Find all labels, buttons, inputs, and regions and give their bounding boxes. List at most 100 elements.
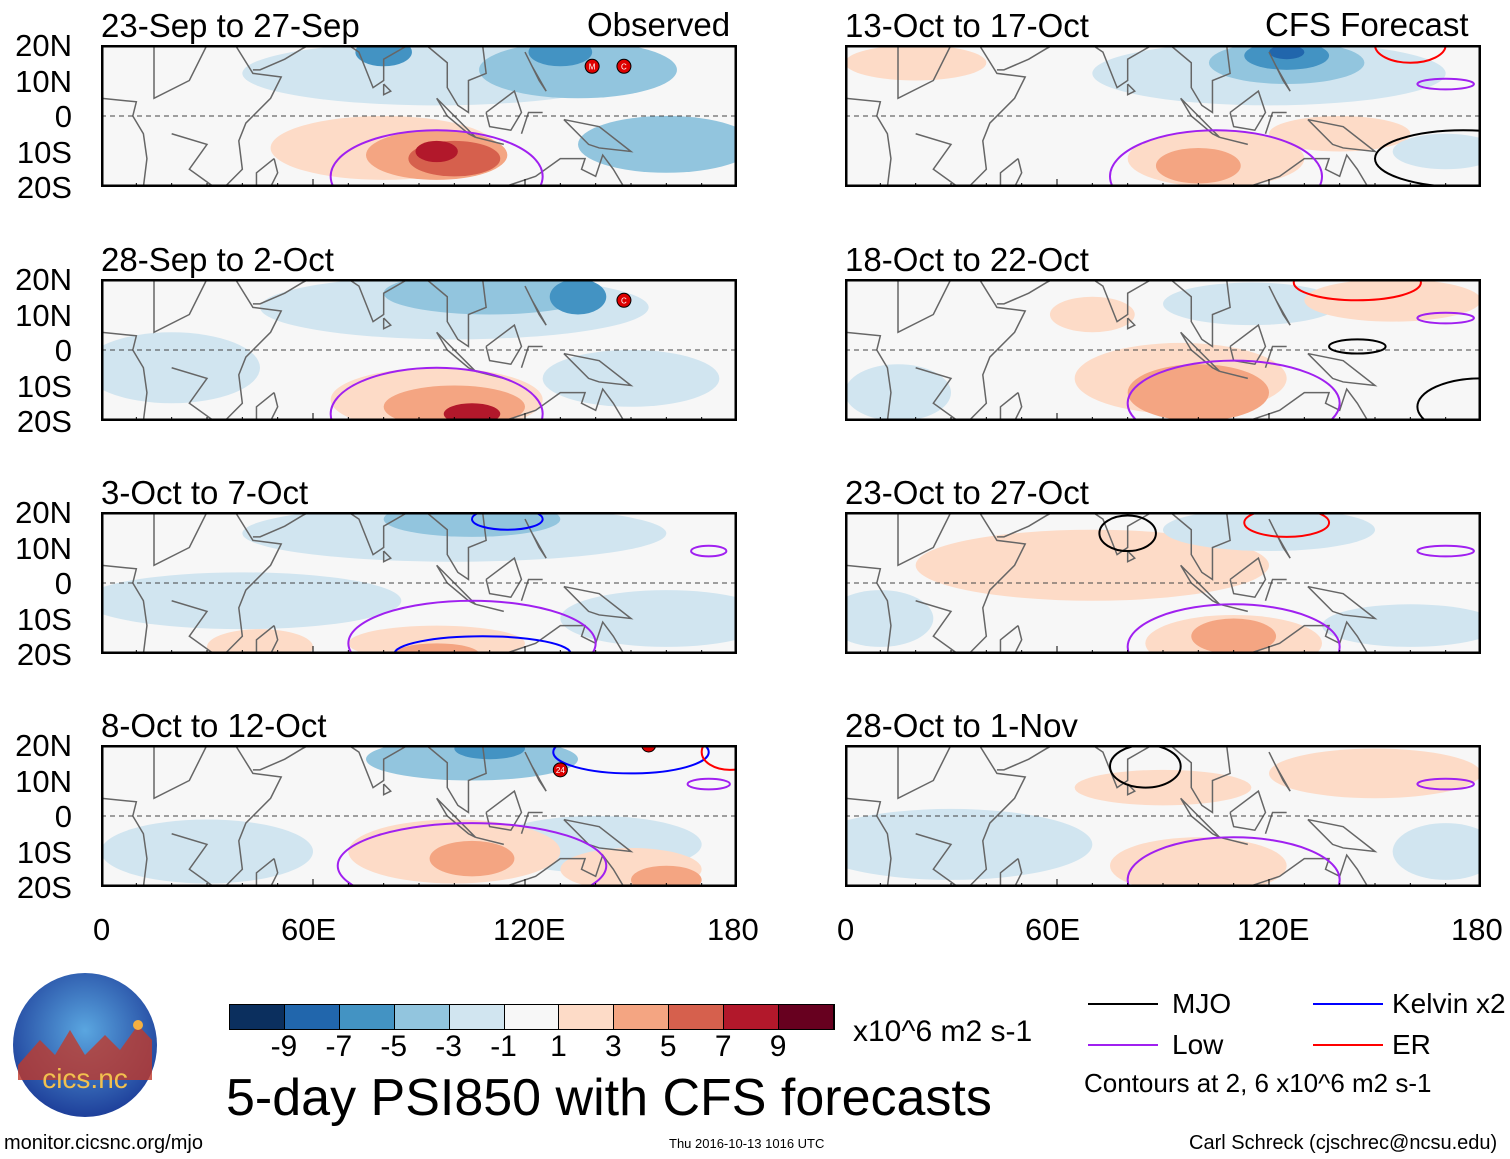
- coastline: [382, 783, 392, 796]
- coastline: [1264, 578, 1287, 601]
- anomaly-region: [845, 364, 951, 421]
- coastline: [224, 279, 283, 421]
- source-url[interactable]: monitor.cicsnc.org/mjo: [4, 1132, 203, 1154]
- anomaly-region: [578, 116, 737, 173]
- coastline: [1091, 45, 1153, 89]
- lat-tick-label: 10S: [16, 601, 72, 637]
- svg-text:C: C: [621, 296, 627, 305]
- colorbar-tick: 3: [605, 1030, 622, 1063]
- anomaly-region: [101, 572, 402, 630]
- anomaly-region: [1163, 512, 1375, 552]
- coastline: [563, 585, 634, 620]
- coastline: [1180, 97, 1221, 138]
- coastline: [436, 97, 477, 138]
- colorbar-tick: -5: [380, 1030, 408, 1063]
- lat-tick-label: 10N: [15, 297, 72, 333]
- coastline: [1307, 352, 1378, 387]
- coastline: [153, 279, 208, 334]
- lon-tick-label: 120E: [493, 912, 566, 947]
- coastline: [224, 512, 283, 654]
- lon-tick-label: 60E: [1025, 912, 1081, 947]
- coastline: [153, 512, 208, 567]
- coastline: [1268, 751, 1291, 792]
- anomaly-region: [528, 45, 593, 67]
- anomaly-region: [1110, 837, 1287, 887]
- lat-tick-label: 10N: [15, 63, 72, 99]
- contour-er: [1374, 45, 1447, 64]
- colorbar-tick: 5: [659, 1030, 677, 1063]
- coastline: [224, 745, 283, 887]
- contour-note: Contours at 2, 6 x10^6 m2 s-1: [1084, 1068, 1432, 1098]
- coastline: [520, 111, 543, 134]
- colorbar-swatch: [284, 1005, 340, 1029]
- coastline: [915, 833, 959, 887]
- anomaly-region: [207, 629, 313, 654]
- coastline: [1126, 83, 1136, 96]
- coastline: [968, 279, 1027, 421]
- colorbar-tick: -3: [435, 1030, 462, 1063]
- anomaly-region: [1074, 769, 1252, 806]
- coastline: [347, 279, 409, 323]
- coastline: [425, 745, 487, 814]
- coastline: [845, 797, 892, 887]
- coastline: [1091, 745, 1153, 789]
- coastline: [1229, 323, 1267, 366]
- coastline: [915, 133, 959, 187]
- contour-low: [1126, 603, 1341, 654]
- legend-kelvin: Kelvin x2: [1392, 988, 1506, 1019]
- coastline: [520, 345, 543, 368]
- coastline: [1180, 797, 1221, 838]
- svg-text:24: 24: [556, 766, 565, 775]
- panel-title: 23-Sep to 27-Sep: [101, 7, 360, 44]
- coastline: [1126, 317, 1136, 330]
- coastline: [425, 279, 487, 348]
- coastline: [1169, 279, 1231, 348]
- anomaly-region: [845, 45, 987, 81]
- legend-low: Low: [1172, 1029, 1224, 1060]
- colorbar: [229, 1004, 835, 1030]
- lat-tick-label: 20S: [16, 170, 72, 205]
- coastline: [101, 97, 148, 187]
- contour-mjo: [1098, 514, 1157, 553]
- contour-low: [686, 777, 731, 791]
- coastline: [1126, 550, 1136, 563]
- anomaly-region: [1392, 133, 1481, 170]
- legend-er: ER: [1392, 1029, 1431, 1060]
- coastline: [255, 392, 279, 421]
- coastline: [1180, 331, 1221, 372]
- coastline: [845, 331, 892, 421]
- contour-low: [329, 366, 544, 421]
- legend-kelvin-line: [1313, 1003, 1383, 1005]
- coastline: [475, 603, 504, 613]
- coastline: [563, 352, 634, 387]
- colorbar-tick: -9: [270, 1030, 298, 1063]
- lon-tick-label: 0: [837, 912, 855, 947]
- coastline: [1219, 836, 1248, 846]
- panel-title: 8-Oct to 12-Oct: [101, 707, 327, 744]
- anomaly-region: [845, 590, 934, 647]
- contour-low: [1416, 311, 1475, 325]
- coastline: [1229, 89, 1267, 132]
- coastline: [563, 818, 634, 853]
- coastline: [436, 797, 477, 838]
- anomaly-region: [542, 350, 720, 407]
- lat-tick-label: 0: [54, 799, 72, 834]
- lat-tick-label: 20N: [15, 495, 72, 530]
- anomaly-region: [1304, 279, 1481, 322]
- anomaly-region: [1127, 364, 1269, 421]
- coastline: [503, 620, 625, 654]
- observed-label: Observed: [587, 6, 731, 43]
- svg-text:M: M: [589, 62, 596, 71]
- coastline: [1264, 111, 1287, 134]
- anomaly-region: [443, 403, 501, 421]
- forecast-label: CFS Forecast: [1265, 6, 1469, 43]
- coastline: [255, 625, 279, 654]
- coastline: [524, 285, 547, 326]
- tropical-cyclone-marker: C: [616, 58, 632, 74]
- coastline: [1169, 45, 1231, 114]
- coastline: [475, 136, 504, 146]
- coastline: [968, 45, 1027, 187]
- map-panel: [845, 745, 1481, 887]
- coastline: [255, 858, 279, 887]
- coastline: [1247, 153, 1369, 187]
